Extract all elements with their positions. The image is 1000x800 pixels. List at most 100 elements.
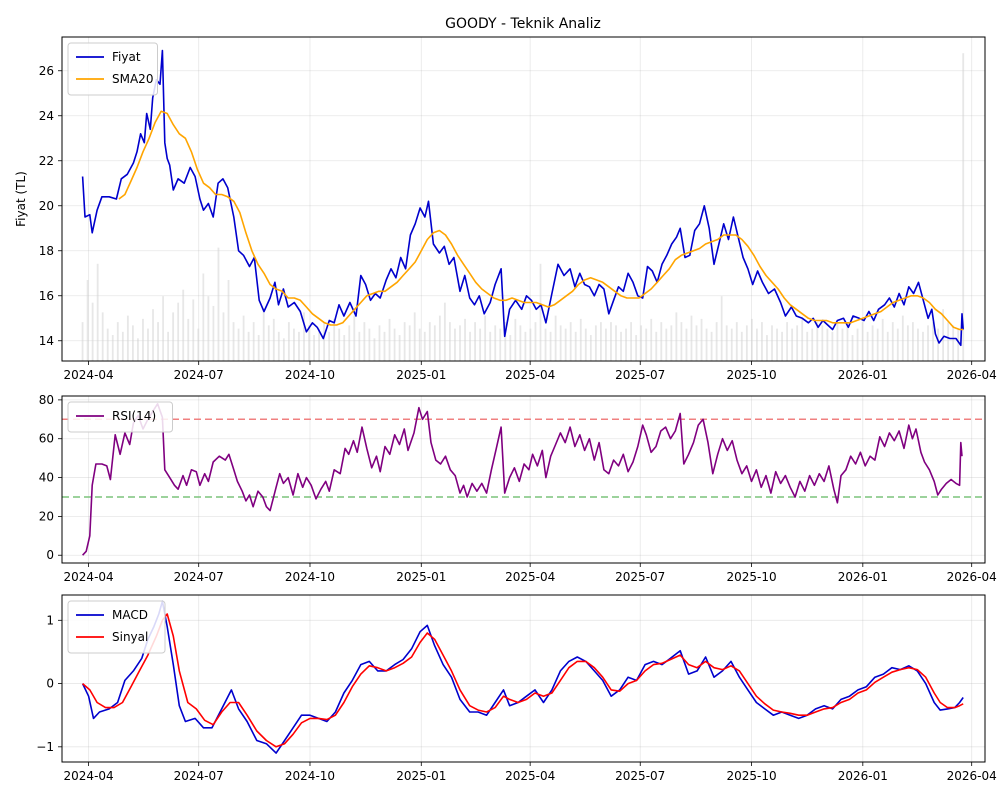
volume-bar [786, 322, 788, 361]
volume-bar [745, 325, 748, 361]
volume-bar [489, 331, 492, 361]
y-tick-label: −1 [36, 740, 54, 754]
volume-bar [645, 328, 648, 361]
volume-bar [564, 328, 567, 361]
volume-bar [791, 328, 794, 361]
volume-bar [373, 338, 376, 361]
series-line-macd [81, 600, 964, 754]
volume-bar [937, 328, 939, 361]
volume-bar [569, 322, 572, 361]
volume-bar [267, 325, 270, 361]
volume-bar [308, 325, 310, 361]
volume-bar [640, 325, 643, 361]
volume-bar [620, 331, 622, 361]
x-tick-label: 2025-01 [396, 570, 446, 584]
volume-bar [519, 325, 522, 361]
y-tick-label: 14 [39, 334, 54, 348]
volume-bar [584, 328, 587, 361]
volume-bar [111, 335, 114, 361]
volume-bar [559, 325, 562, 361]
volume-bar [625, 328, 627, 361]
series-line-rsi-14- [82, 403, 963, 556]
volume-bar [262, 309, 265, 361]
volume-bar [917, 328, 919, 361]
volume-bar [886, 331, 889, 361]
volume-bars [81, 53, 965, 361]
legend-label: SMA20 [112, 72, 153, 86]
volume-bar [962, 53, 965, 361]
volume-bar [323, 322, 326, 361]
volume-bar [831, 331, 834, 361]
volume-bar [846, 325, 849, 361]
volume-bar [167, 331, 170, 361]
volume-bar [524, 331, 527, 361]
y-tick-label: 24 [39, 109, 54, 123]
volume-bar [131, 325, 134, 361]
volume-bar [776, 328, 778, 361]
gridlines [62, 595, 985, 762]
volume-bar [398, 335, 401, 361]
series-line-sinyal [82, 613, 964, 748]
volume-bar [393, 328, 396, 361]
x-tick-label: 2026-04 [947, 769, 997, 783]
volume-bar [464, 318, 466, 361]
rsi-panel: 2024-04 2024-07 2024-10 2025-01 2025-04 2025-… [39, 393, 997, 584]
volume-bar [287, 322, 290, 361]
volume-bar [504, 322, 507, 361]
volume-bar [388, 318, 391, 361]
volume-bar [851, 335, 854, 361]
y-tick-label: 0 [46, 677, 54, 691]
volume-bar [413, 312, 416, 361]
volume-bar [655, 331, 658, 361]
volume-bar [635, 335, 638, 361]
volume-bar [912, 322, 914, 361]
volume-bar [242, 315, 245, 361]
x-tick-label: 2024-10 [285, 570, 335, 584]
x-tick-label: 2025-07 [615, 368, 665, 382]
x-tick-label: 2025-04 [505, 769, 555, 783]
volume-bar [96, 263, 99, 361]
volume-bar [469, 331, 471, 361]
volume-bar [157, 322, 159, 361]
volume-bar [378, 325, 381, 361]
volume-bar [318, 328, 320, 361]
x-tick-label: 2025-01 [396, 368, 446, 382]
volume-bar [766, 335, 768, 361]
volume-bar [202, 273, 205, 361]
volume-bar [403, 322, 406, 361]
volume-bar [554, 315, 557, 361]
y-tick-label: 0 [46, 548, 54, 562]
volume-bar [212, 305, 215, 361]
volume-bar [574, 331, 577, 361]
volume-bar [952, 325, 955, 361]
x-tick-label: 2026-01 [838, 769, 888, 783]
y-tick-label: 80 [39, 393, 54, 407]
volume-bar [408, 325, 411, 361]
volume-bar [529, 328, 532, 361]
volume-bar [806, 331, 809, 361]
x-tick-label: 2024-04 [64, 769, 114, 783]
y-tick-label: 26 [39, 64, 54, 78]
volume-bar [177, 302, 180, 361]
volume-bar [801, 318, 804, 361]
volume-bar [927, 325, 929, 361]
x-tick-label: 2024-04 [64, 570, 114, 584]
volume-bar [121, 331, 124, 361]
gridlines [62, 396, 985, 563]
volume-bar [313, 335, 315, 361]
x-tick-label: 2024-10 [285, 368, 335, 382]
volume-bar [484, 315, 487, 361]
volume-bar [589, 335, 592, 361]
volume-bar [192, 299, 195, 361]
x-tick-label: 2026-04 [947, 570, 997, 584]
x-tick-label: 2024-10 [285, 769, 335, 783]
x-tick-label: 2025-07 [615, 570, 665, 584]
volume-bar [303, 312, 305, 361]
volume-bar [901, 315, 904, 361]
volume-bar [298, 331, 300, 361]
volume-bar [544, 328, 547, 361]
y-tick-label: 16 [39, 289, 54, 303]
volume-bar [796, 325, 799, 361]
volume-bar [282, 338, 285, 361]
